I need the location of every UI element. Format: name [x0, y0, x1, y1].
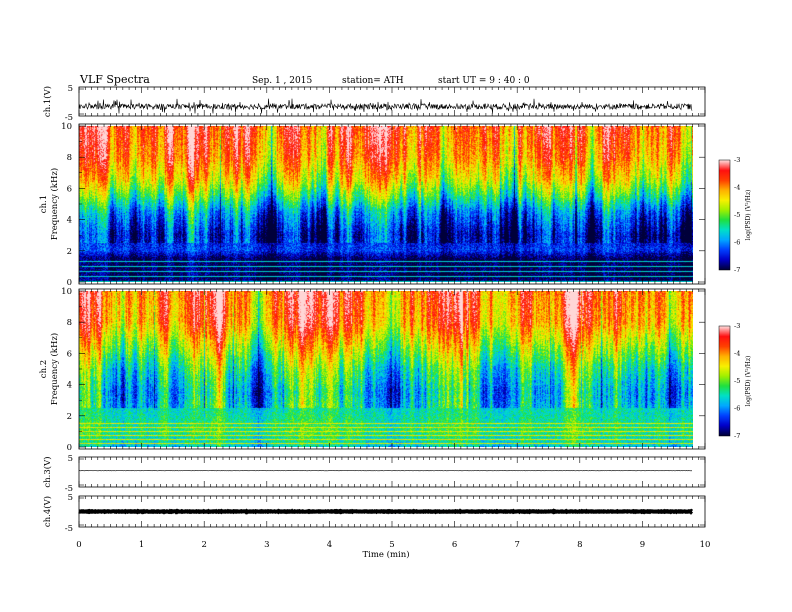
axes-layer: 5-5ch.1(V)5-5ch.3(V)5-5ch.4(V)0246810ch.… — [39, 84, 752, 550]
ch1-waveform-trace — [78, 98, 693, 114]
ch2-spectrogram-y-tick-label: 6 — [67, 349, 72, 359]
waveform-traces — [78, 98, 694, 515]
x-tick-label: 3 — [264, 540, 269, 550]
ch1-waveform-y-tick-label: 5 — [68, 84, 73, 94]
ch2-spectrogram-image — [79, 291, 693, 447]
ch1-colorbar — [719, 160, 730, 270]
ch2-spectrogram-colorbar-label: log(PSD) (V²/Hz) — [745, 356, 752, 407]
ch1-spectrogram-colorbar-tick-label: -5 — [734, 211, 740, 219]
ch1-waveform-y-label: ch.1(V) — [42, 86, 53, 117]
ch1-spectrogram-y-tick-label: 2 — [67, 247, 72, 257]
x-axis-label: Time (min) — [362, 549, 409, 560]
ch2-spectrogram-y-label: Frequency (kHz) — [49, 333, 60, 405]
ch2-spectrogram-colorbar-frame — [718, 325, 731, 437]
date-label: Sep. 1 , 2015 — [252, 76, 312, 86]
figure-title: VLF Spectra — [79, 73, 150, 86]
ch1-spectrogram-colorbar-tick-label: -3 — [734, 156, 740, 164]
ch2-colorbar — [719, 326, 730, 436]
ch2-spectrogram-colorbar-tick-label: -4 — [734, 350, 740, 358]
ch3-waveform-y-tick-label: -5 — [65, 484, 73, 494]
ch1-spectrogram-colorbar-tick-label: -4 — [734, 184, 740, 192]
ch3-waveform-y-tick-label: 5 — [68, 454, 73, 464]
x-tick-label: 8 — [577, 540, 582, 550]
ch1-spectrogram-y-tick-label: 0 — [67, 278, 72, 288]
ch2-spectrogram-y-tick-label: 8 — [67, 318, 72, 328]
ch2-spectrogram-colorbar-tick-label: -6 — [734, 405, 740, 413]
ch1-spectrogram-colorbar-tick-label: -6 — [734, 239, 740, 247]
ch1-spectrogram-y-tick-label: 4 — [67, 216, 72, 226]
ch1-spectrogram-y-tick-label: 8 — [67, 153, 72, 163]
ch2-spectrogram-y-tick-label: 0 — [67, 443, 72, 453]
ch1-spectrogram-y-label-channel: ch.1 — [39, 195, 49, 213]
ch4-waveform-y-tick-label: 5 — [68, 493, 73, 503]
x-tick-label: 1 — [139, 540, 144, 550]
ch1-spectrogram-y-label: Frequency (kHz) — [49, 168, 60, 240]
ch3-waveform-y-label: ch.3(V) — [42, 456, 53, 487]
ch2-spectrogram-y-tick-label: 2 — [67, 412, 72, 422]
ch4-waveform-y-tick-label: -5 — [65, 524, 73, 534]
start-time-label: start UT = 9 : 40 : 0 — [438, 76, 530, 86]
ch1-spectrogram-image — [79, 126, 693, 282]
ch1-waveform-y-tick-label: -5 — [65, 113, 73, 123]
x-tick-label: 9 — [640, 540, 645, 550]
x-tick-label: 4 — [327, 540, 332, 550]
x-tick-label: 6 — [452, 540, 457, 550]
x-tick-label: 2 — [201, 540, 206, 550]
ch2-spectrogram-colorbar-tick-label: -7 — [734, 432, 740, 440]
ch1-spectrogram-colorbar-label: log(PSD) (V²/Hz) — [745, 190, 752, 241]
ch2-spectrogram-y-tick-label: 4 — [67, 381, 72, 391]
ch2-spectrogram-colorbar-tick-label: -5 — [734, 377, 740, 385]
ch1-spectrogram-colorbar-frame — [718, 159, 731, 271]
ch2-spectrogram-y-tick-label: 10 — [61, 287, 72, 297]
station-label: station= ATH — [342, 76, 404, 86]
ch1-spectrogram-y-tick-label: 6 — [67, 184, 72, 194]
x-tick-label: 5 — [389, 540, 394, 550]
ch2-spectrogram-y-label-channel: ch.2 — [39, 360, 49, 378]
x-tick-label: 10 — [700, 540, 711, 550]
ch1-spectrogram-colorbar-tick-label: -7 — [734, 266, 740, 274]
ch2-spectrogram-colorbar-tick-label: -3 — [734, 322, 740, 330]
ch4-waveform-y-label: ch.4(V) — [42, 496, 53, 527]
x-tick-label: 0 — [76, 540, 81, 550]
ch1-spectrogram-y-tick-label: 10 — [61, 122, 72, 132]
ch4-waveform-trace — [78, 508, 694, 515]
x-tick-label: 7 — [514, 540, 519, 550]
